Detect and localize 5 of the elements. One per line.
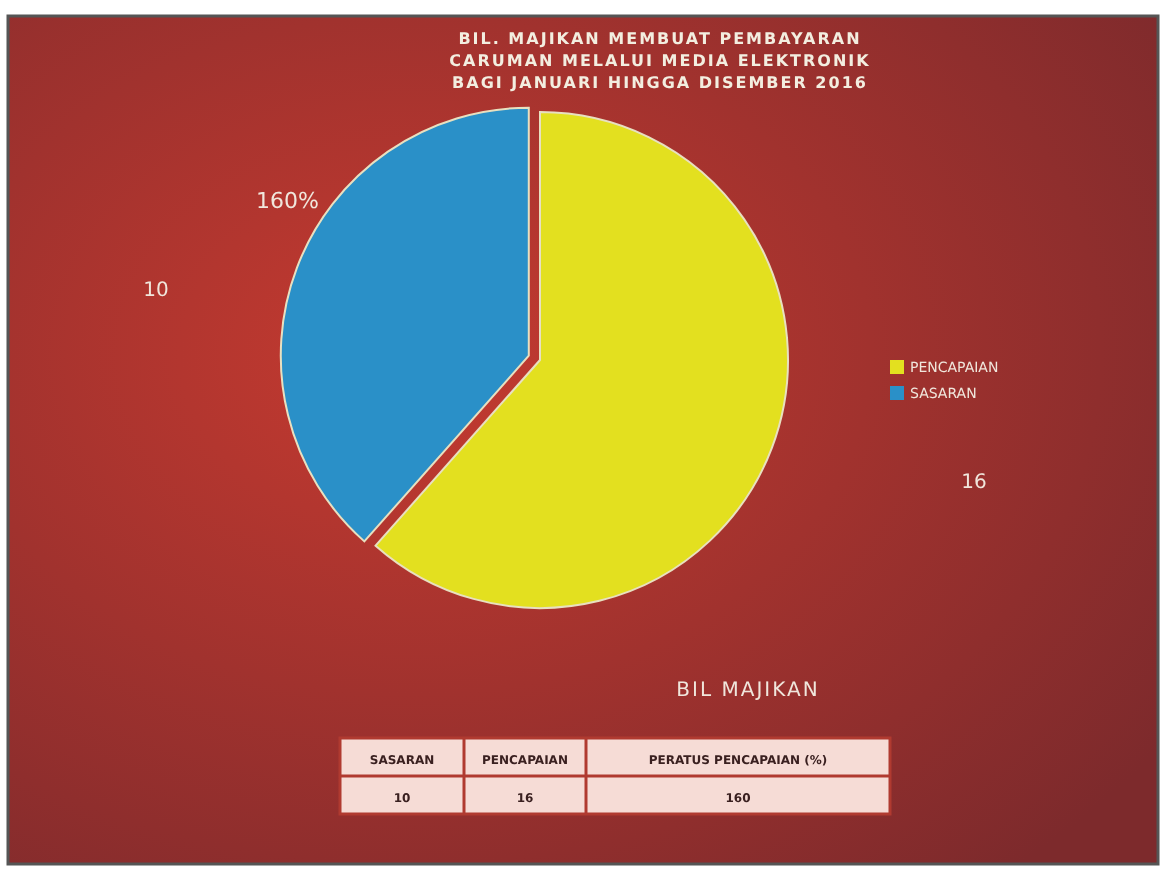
- data-label: 10: [143, 280, 169, 302]
- chart-title: BIL. MAJIKAN MEMBUAT PEMBAYARAN CARUMAN MELALUI MEDIA ELEKTRONIK BAGI JANUARI HINGGA DISEMBER 2016: [449, 30, 871, 92]
- data-label: 16: [961, 472, 987, 494]
- text: 160%: [256, 188, 319, 214]
- text: BIL MAJIKAN: [676, 680, 820, 702]
